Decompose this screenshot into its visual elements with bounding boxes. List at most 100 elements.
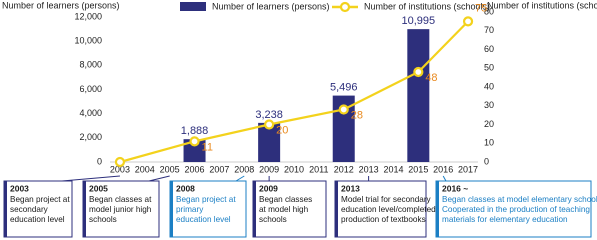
x-tick-label: 2006 (185, 164, 205, 174)
annotation-text: schools (89, 215, 117, 224)
bar-value-label: 5,496 (330, 81, 358, 93)
x-tick-label: 2013 (359, 164, 379, 174)
line-marker (189, 136, 200, 147)
annotation-text: secondary (10, 205, 49, 214)
bar (407, 29, 430, 162)
annotation-box (334, 180, 427, 238)
legend: Number of learners (persons) Number of in… (180, 1, 490, 13)
annotation-text: education level (176, 215, 231, 224)
y-axis-title: Number of learners (persons) (2, 0, 120, 10)
annotation-connector (235, 175, 245, 182)
y-tick-label: 12,000 (74, 11, 102, 21)
y-tick-label: 6,000 (79, 84, 102, 94)
annotation-accent (436, 181, 439, 237)
annotation-text: schools (259, 215, 287, 224)
annotation-year: 2016 ~ (442, 183, 468, 193)
annotation-accent (335, 181, 338, 237)
bar-value-label: 1,888 (181, 125, 209, 137)
line-value-label: 28 (351, 109, 363, 121)
y2-tick-label: 50 (484, 63, 494, 73)
y2-tick-label: 40 (484, 81, 494, 91)
line-marker (338, 104, 349, 115)
line-value-label: 48 (425, 72, 437, 84)
x-tick-label: 2012 (334, 164, 354, 174)
y-tick-label: 2,000 (79, 132, 102, 142)
bar (258, 122, 281, 162)
x-tick-label: 2005 (160, 164, 180, 174)
annotation-text: education level (10, 215, 65, 224)
legend-label: Number of institutions (schools) (364, 1, 490, 11)
y-tick-label: 10,000 (74, 36, 102, 46)
y2-tick-label: 0 (484, 156, 489, 166)
annotation-year: 2009 (259, 183, 278, 193)
x-tick-label: 2016 (433, 164, 453, 174)
annotation-year: 2008 (176, 183, 195, 193)
annotation-box (82, 180, 160, 238)
y2-tick-label: 10 (484, 138, 494, 148)
y2-tick-label: 60 (484, 44, 494, 54)
annotation-text: materials for elementary education (442, 215, 568, 224)
bar-value-label: 3,238 (255, 109, 283, 121)
annotation-accent (170, 181, 173, 237)
annotation-text: education level/completed (341, 205, 436, 214)
annotation-accent (253, 181, 256, 237)
x-tick-label: 2014 (383, 164, 403, 174)
y2-tick-label: 80 (484, 6, 494, 16)
annotation-text: Began classes (259, 195, 312, 204)
annotation-accent (83, 181, 86, 237)
annotation-box (435, 180, 592, 238)
bar (332, 95, 355, 162)
line-marker (264, 119, 275, 130)
annotation-text: primary (176, 205, 204, 214)
x-tick-label: 2010 (284, 164, 304, 174)
y2-tick-label: 70 (484, 25, 494, 35)
annotation-text: Began project at (10, 195, 70, 204)
bar-value-label: 10,995 (401, 15, 435, 27)
line-value-label: 20 (276, 124, 288, 136)
annotation-year: 2003 (10, 183, 29, 193)
y-tick-label: 4,000 (79, 108, 102, 118)
bar (183, 139, 206, 162)
line-marker (114, 156, 126, 168)
x-tick-label: 2008 (234, 164, 254, 174)
annotation-text: model junior high (89, 205, 152, 214)
x-tick-label: 2009 (259, 164, 279, 174)
annotation: 2016 ~ Began classes at model elementary … (435, 175, 597, 238)
line-value-label: 11 (202, 141, 213, 153)
x-tick-label: 2017 (458, 164, 478, 174)
line-marker (413, 66, 424, 78)
annotation-text: Model trial for secondary (341, 195, 432, 204)
y2-axis-title: Number of institutions (schools) (487, 0, 597, 10)
x-tick-label: 2003 (110, 164, 130, 174)
y-tick-label: 8,000 (79, 60, 102, 70)
x-tick-label: 2004 (135, 164, 155, 174)
x-tick-label: 2011 (309, 164, 328, 174)
annotation-box (252, 180, 327, 238)
y2-tick-label: 20 (484, 119, 494, 129)
line (119, 20, 469, 164)
y-tick-label: 0 (97, 156, 102, 166)
line-marker (462, 16, 474, 27)
legend-marker (339, 1, 351, 13)
annotation-text: Began classes at model elementary school… (442, 195, 597, 204)
y2-tick-label: 30 (484, 100, 494, 110)
line-value-label: 75 (475, 2, 487, 14)
annotation-text: production of textbooks (341, 215, 426, 224)
annotation-text: Began project at (176, 195, 236, 204)
annotation-text: Began classes at (89, 195, 152, 204)
annotation-year: 2005 (89, 183, 108, 193)
annotation-connector (61, 175, 120, 182)
annotation-text: Cooperated in the production of teaching (442, 205, 590, 214)
annotation-text: at model high (259, 205, 309, 214)
annotation-accent (4, 181, 7, 237)
annotation-box (3, 180, 73, 238)
annotation-connector (148, 175, 170, 182)
legend-label: Number of learners (persons) (212, 1, 330, 11)
x-tick-label: 2007 (209, 164, 229, 174)
annotation-year: 2013 (341, 183, 360, 193)
